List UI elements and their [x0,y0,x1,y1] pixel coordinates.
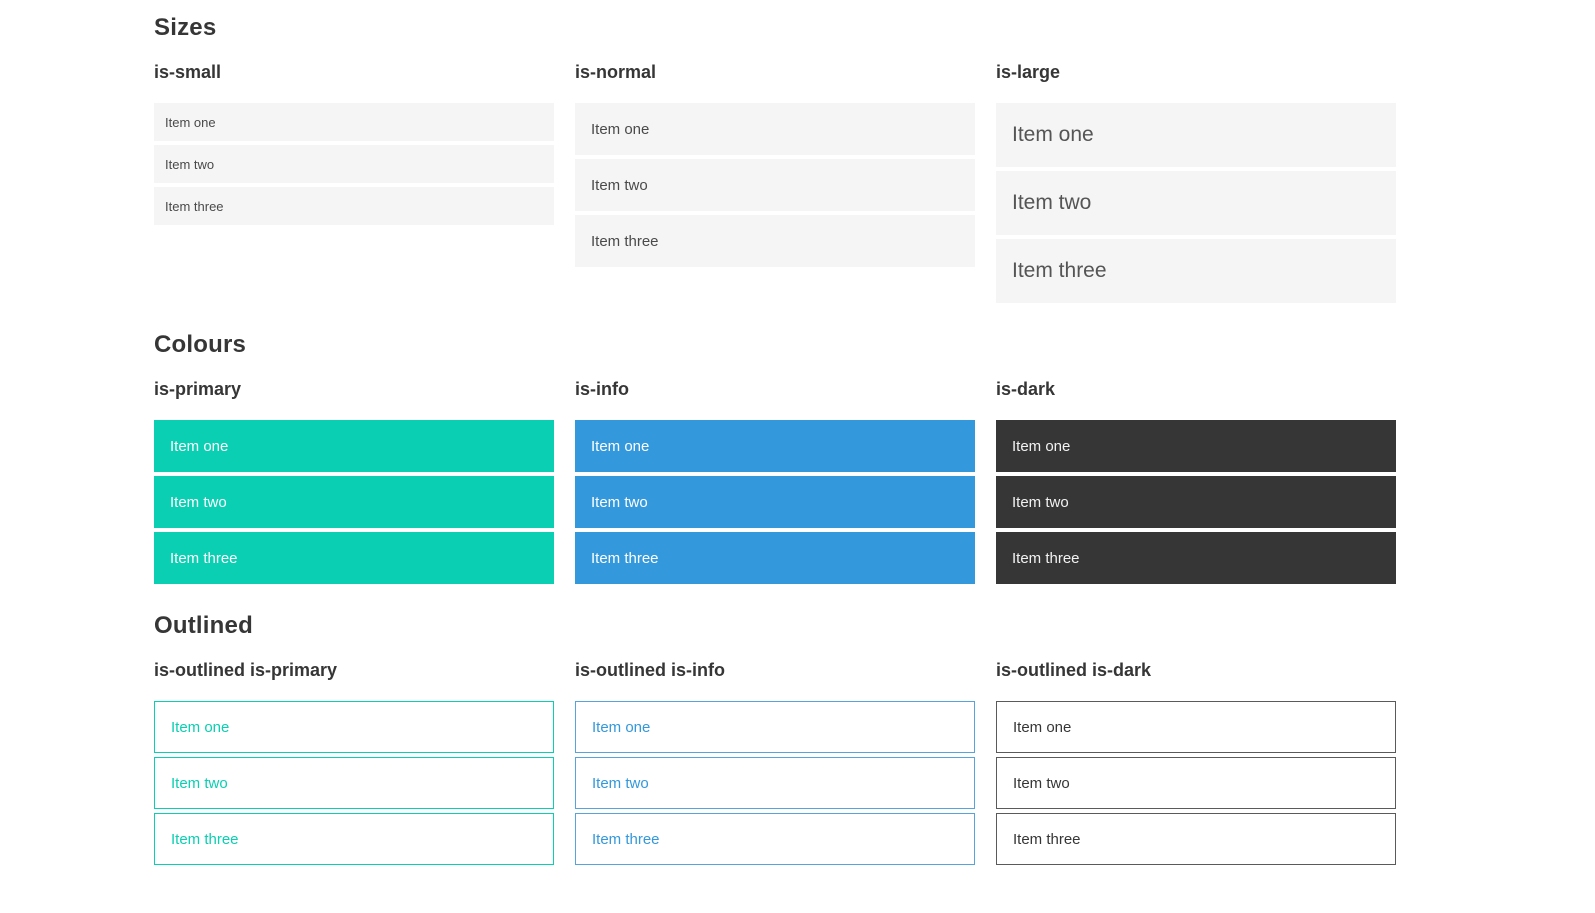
list-item[interactable]: Item three [154,813,554,865]
list-primary: Item one Item two Item three [154,420,554,584]
list-item[interactable]: Item two [154,145,554,183]
colours-columns: is-primary Item one Item two Item three … [154,379,1595,588]
variant-label: is-small [154,62,222,82]
list-outlined-primary: Item one Item two Item three [154,701,554,865]
list-item[interactable]: Item one [154,701,554,753]
column-is-info: is-info Item one Item two Item three [575,379,975,588]
list-item[interactable]: Item two [575,757,975,809]
list-item[interactable]: Item two [575,476,975,528]
list-item[interactable]: Item two [575,159,975,211]
list-small: Item one Item two Item three [154,103,554,225]
list-item[interactable]: Item one [575,420,975,472]
list-item[interactable]: Item three [154,532,554,584]
section-sizes: Sizes is-small Item one Item two Item th… [154,14,1595,307]
list-item[interactable]: Item two [154,757,554,809]
section-title: Colours [154,331,247,358]
section-colours: Colours is-primary Item one Item two Ite… [154,331,1595,588]
section-title: Outlined [154,612,253,639]
column-is-dark: is-dark Item one Item two Item three [996,379,1396,588]
variant-label: is-outlined is-info [575,660,725,680]
list-item[interactable]: Item one [575,701,975,753]
list-item[interactable]: Item two [996,171,1396,235]
list-large: Item one Item two Item three [996,103,1396,303]
variant-label: is-primary [154,379,242,399]
section-outlined: Outlined is-outlined is-primary Item one… [154,612,1595,869]
list-item[interactable]: Item one [996,103,1396,167]
list-item[interactable]: Item one [154,420,554,472]
list-item[interactable]: Item two [154,476,554,528]
variant-label: is-normal [575,62,657,82]
column-is-normal: is-normal Item one Item two Item three [575,62,975,307]
list-dark: Item one Item two Item three [996,420,1396,584]
list-item[interactable]: Item one [154,103,554,141]
list-info: Item one Item two Item three [575,420,975,584]
column-outlined-primary: is-outlined is-primary Item one Item two… [154,660,554,869]
list-item[interactable]: Item three [996,813,1396,865]
sizes-columns: is-small Item one Item two Item three is… [154,62,1595,307]
variant-label: is-outlined is-primary [154,660,338,680]
column-outlined-info: is-outlined is-info Item one Item two It… [575,660,975,869]
list-item[interactable]: Item two [996,476,1396,528]
list-item[interactable]: Item two [996,757,1396,809]
list-outlined-dark: Item one Item two Item three [996,701,1396,865]
list-item[interactable]: Item one [996,420,1396,472]
list-item[interactable]: Item one [575,103,975,155]
list-item[interactable]: Item three [575,215,975,267]
column-outlined-dark: is-outlined is-dark Item one Item two It… [996,660,1396,869]
list-outlined-info: Item one Item two Item three [575,701,975,865]
column-is-primary: is-primary Item one Item two Item three [154,379,554,588]
variant-label: is-outlined is-dark [996,660,1152,680]
outlined-columns: is-outlined is-primary Item one Item two… [154,660,1595,869]
variant-label: is-dark [996,379,1056,399]
column-is-large: is-large Item one Item two Item three [996,62,1396,307]
list-item[interactable]: Item one [996,701,1396,753]
variant-label: is-info [575,379,629,399]
list-item[interactable]: Item three [154,187,554,225]
variant-label: is-large [996,62,1061,82]
list-normal: Item one Item two Item three [575,103,975,267]
column-is-small: is-small Item one Item two Item three [154,62,554,307]
list-item[interactable]: Item three [575,532,975,584]
list-item[interactable]: Item three [575,813,975,865]
section-title: Sizes [154,14,217,41]
list-item[interactable]: Item three [996,239,1396,303]
list-item[interactable]: Item three [996,532,1396,584]
